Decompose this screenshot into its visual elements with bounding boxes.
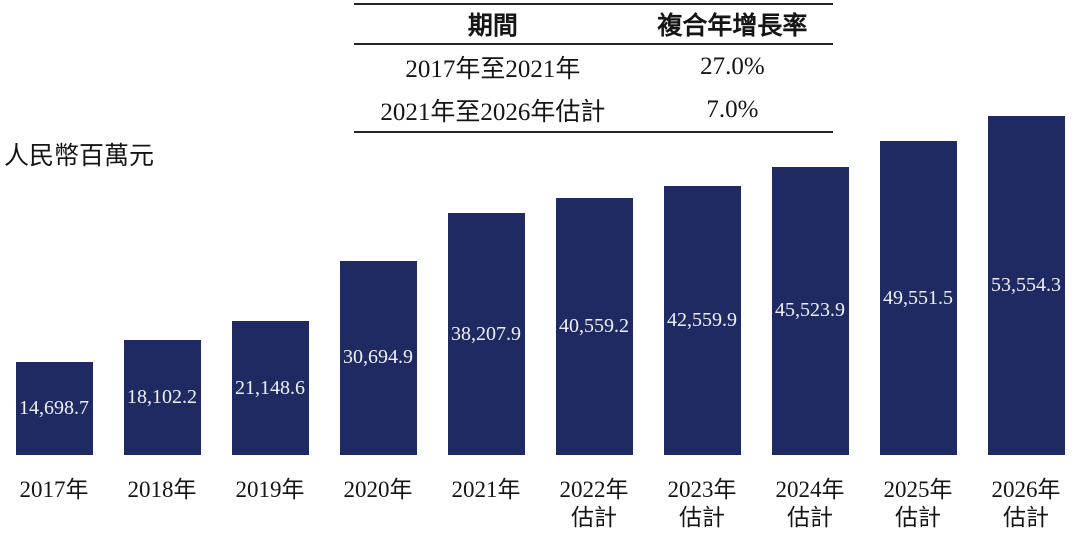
x-axis-label-year: 2024年 (775, 477, 845, 502)
bar-2017年: 14,698.7 (15, 362, 93, 455)
x-axis-label-year: 2023年 (667, 477, 737, 502)
cagr-table-period-2017-2021: 2017年至2021年 (405, 55, 581, 83)
bar-value-label-2022年: 40,559.2 (559, 315, 629, 338)
bar-value-label-2020年: 30,694.9 (343, 346, 413, 369)
cagr-table-header-period: 期間 (467, 13, 518, 40)
cagr-table: 期間 複合年增長率 2017年至2021年 27.0% 2021年至2026年估… (354, 3, 833, 133)
x-axis-label-2024年: 2024年估計 (756, 476, 864, 532)
bar-2024年: 45,523.9 (771, 166, 849, 455)
x-axis-label-estimate-suffix: 估計 (787, 505, 833, 530)
bar-value-label-2024年: 45,523.9 (775, 299, 845, 322)
cagr-table-period-2021-2026: 2021年至2026年估計 (380, 98, 606, 126)
x-axis-label-year: 2019年 (235, 477, 305, 502)
x-axis-label-year: 2021年 (451, 477, 521, 502)
cagr-table-value-2021-2026: 7.0% (706, 95, 759, 123)
bar-value-label-2017年: 14,698.7 (19, 397, 89, 419)
cagr-table-row-2021-2026: 2021年至2026年估計 7.0% (354, 88, 833, 131)
x-axis-label-2021年: 2021年 (432, 476, 540, 532)
bar-value-label-2021年: 38,207.9 (451, 322, 521, 345)
x-axis-label-2020年: 2020年 (324, 476, 432, 532)
bar-value-label-2023年: 42,559.9 (667, 308, 737, 331)
cagr-table-header-cagr: 複合年增長率 (657, 13, 808, 40)
x-axis-labels: 2017年 2018年 2019年 2020年 2021年 2022年 估計 2023年 估計 2… (0, 476, 1080, 532)
bar-column-2022年: 40,559.2 (540, 116, 648, 455)
cagr-table-value-2017-2021: 27.0% (700, 52, 765, 80)
x-axis-label-estimate-suffix: 估計 (679, 505, 725, 530)
x-axis-label-estimate-suffix: 估計 (1003, 505, 1049, 530)
bar-column-2019年: 21,148.6 (216, 116, 324, 455)
bar-2022年: 40,559.2 (555, 198, 633, 455)
cagr-table-row-2017-2021: 2017年至2021年 27.0% (354, 45, 833, 88)
bar-chart-plot-area: 14,698.7 18,102.2 21,148.6 30,694.9 38,207.9… (0, 116, 1080, 455)
bar-2026年: 53,554.3 (987, 116, 1065, 455)
bar-column-2021年: 38,207.9 (432, 116, 540, 455)
bar-column-2017年: 14,698.7 (0, 116, 108, 455)
bar-2020年: 30,694.9 (339, 260, 417, 455)
x-axis-label-2025年: 2025年估計 (864, 476, 972, 532)
x-axis-label-estimate-suffix: 估計 (895, 505, 941, 530)
bar-2019年: 21,148.6 (231, 321, 309, 455)
x-axis-label-year: 2026年 (991, 477, 1061, 502)
x-axis-label-2022年: 2022年估計 (540, 476, 648, 532)
bar-column-2025年: 49,551.5 (864, 116, 972, 455)
x-axis-label-year: 2025年 (883, 477, 953, 502)
bar-2023年: 42,559.9 (663, 185, 741, 455)
x-axis-label-year: 2020年 (343, 477, 413, 502)
x-axis-label-2026年: 2026年估計 (972, 476, 1080, 532)
cagr-table-header-row: 期間 複合年增長率 (354, 5, 833, 45)
bar-column-2020年: 30,694.9 (324, 116, 432, 455)
bar-column-2026年: 53,554.3 (972, 116, 1080, 455)
x-axis-label-estimate-suffix: 估計 (571, 505, 617, 530)
bar-column-2023年: 42,559.9 (648, 116, 756, 455)
x-axis-label-2017年: 2017年 (0, 476, 108, 532)
x-axis-label-year: 2022年 (559, 477, 629, 502)
x-axis-label-2019年: 2019年 (216, 476, 324, 532)
bar-column-2018年: 18,102.2 (108, 116, 216, 455)
x-axis-label-year: 2018年 (127, 477, 197, 502)
x-axis-label-2018年: 2018年 (108, 476, 216, 532)
bar-value-label-2025年: 49,551.5 (883, 286, 953, 309)
bar-2021年: 38,207.9 (447, 213, 525, 455)
bar-2025年: 49,551.5 (879, 141, 957, 455)
bar-value-label-2018年: 18,102.2 (127, 386, 197, 409)
bar-column-2024年: 45,523.9 (756, 116, 864, 455)
bar-value-label-2019年: 21,148.6 (235, 376, 305, 399)
y-axis-unit-label: 人民幣百萬元 (4, 143, 155, 170)
bar-value-label-2026年: 53,554.3 (991, 274, 1061, 296)
x-axis-label-year: 2017年 (19, 477, 89, 502)
bar-2018年: 18,102.2 (123, 340, 201, 455)
x-axis-label-2023年: 2023年估計 (648, 476, 756, 532)
